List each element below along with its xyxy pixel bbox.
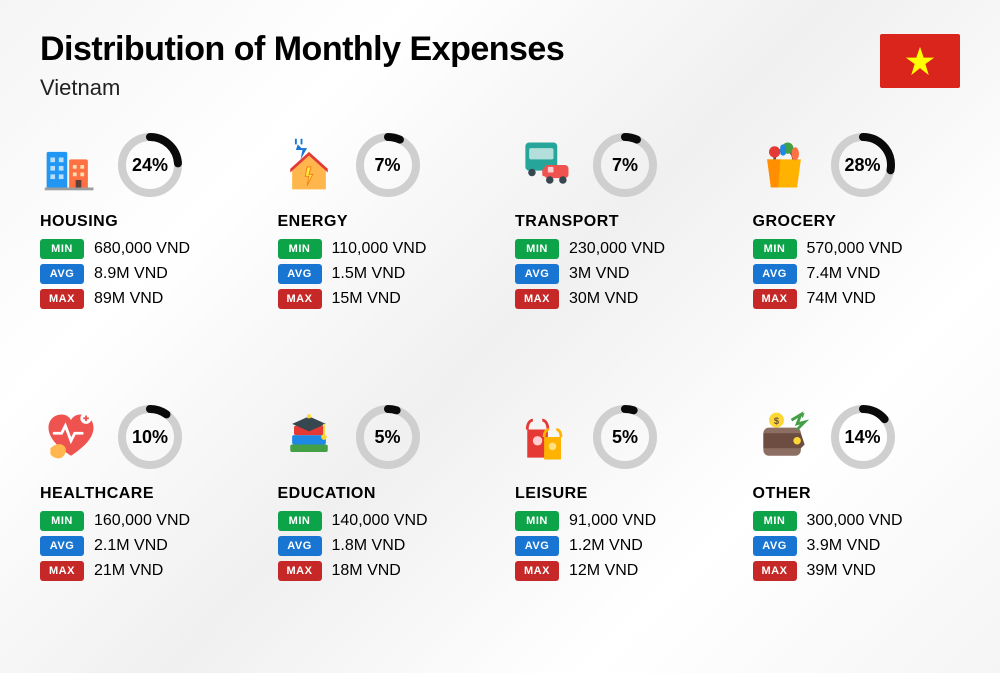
max-badge: MAX	[515, 561, 559, 581]
avg-value: 3M VND	[569, 265, 629, 283]
min-badge: MIN	[753, 239, 797, 259]
card-housing: 24% HOUSING MIN 680,000 VND AVG 8.9M VND M…	[40, 131, 248, 369]
expense-grid: 24% HOUSING MIN 680,000 VND AVG 8.9M VND M…	[40, 131, 960, 641]
avg-badge: AVG	[515, 536, 559, 556]
category-name: HOUSING	[40, 213, 248, 231]
max-value: 89M VND	[94, 290, 163, 308]
flag-vietnam	[880, 34, 960, 88]
max-badge: MAX	[753, 561, 797, 581]
pct-label: 7%	[374, 155, 400, 176]
min-value: 160,000 VND	[94, 512, 190, 530]
card-grocery: 28% GROCERY MIN 570,000 VND AVG 7.4M VND M…	[753, 131, 961, 369]
pct-label: 10%	[132, 427, 168, 448]
pct-ring-education: 5%	[354, 403, 422, 471]
avg-badge: AVG	[515, 264, 559, 284]
avg-value: 2.1M VND	[94, 537, 168, 555]
avg-value: 1.2M VND	[569, 537, 643, 555]
max-badge: MAX	[753, 289, 797, 309]
education-icon	[278, 406, 340, 468]
header: Distribution of Monthly Expenses Vietnam	[40, 30, 960, 101]
max-value: 39M VND	[807, 562, 876, 580]
grocery-icon	[753, 134, 815, 196]
avg-badge: AVG	[753, 264, 797, 284]
category-name: LEISURE	[515, 485, 723, 503]
avg-badge: AVG	[40, 264, 84, 284]
pct-label: 7%	[612, 155, 638, 176]
card-transport: 7% TRANSPORT MIN 230,000 VND AVG 3M VND MA…	[515, 131, 723, 369]
category-name: GROCERY	[753, 213, 961, 231]
max-badge: MAX	[40, 289, 84, 309]
max-value: 30M VND	[569, 290, 638, 308]
min-badge: MIN	[515, 239, 559, 259]
card-other: $ 14% OTHER MIN 300,000 VND AVG 3.9M VND M…	[753, 403, 961, 641]
max-value: 74M VND	[807, 290, 876, 308]
other-icon: $	[753, 406, 815, 468]
avg-badge: AVG	[278, 264, 322, 284]
avg-value: 1.5M VND	[332, 265, 406, 283]
pct-label: 24%	[132, 155, 168, 176]
pct-label: 28%	[844, 155, 880, 176]
pct-label: 5%	[374, 427, 400, 448]
category-name: TRANSPORT	[515, 213, 723, 231]
min-badge: MIN	[515, 511, 559, 531]
min-badge: MIN	[40, 511, 84, 531]
avg-badge: AVG	[753, 536, 797, 556]
housing-icon	[40, 134, 102, 196]
min-value: 140,000 VND	[332, 512, 428, 530]
min-value: 570,000 VND	[807, 240, 903, 258]
energy-icon	[278, 134, 340, 196]
max-value: 15M VND	[332, 290, 401, 308]
avg-value: 3.9M VND	[807, 537, 881, 555]
page-title: Distribution of Monthly Expenses	[40, 30, 960, 69]
card-energy: 7% ENERGY MIN 110,000 VND AVG 1.5M VND MAX…	[278, 131, 486, 369]
avg-value: 7.4M VND	[807, 265, 881, 283]
min-value: 300,000 VND	[807, 512, 903, 530]
min-value: 680,000 VND	[94, 240, 190, 258]
min-badge: MIN	[753, 511, 797, 531]
pct-ring-energy: 7%	[354, 131, 422, 199]
svg-text:$: $	[773, 416, 779, 426]
avg-value: 1.8M VND	[332, 537, 406, 555]
card-leisure: 5% LEISURE MIN 91,000 VND AVG 1.2M VND MAX…	[515, 403, 723, 641]
min-badge: MIN	[40, 239, 84, 259]
pct-ring-transport: 7%	[591, 131, 659, 199]
category-name: EDUCATION	[278, 485, 486, 503]
min-value: 110,000 VND	[332, 240, 427, 258]
pct-label: 14%	[844, 427, 880, 448]
pct-ring-grocery: 28%	[829, 131, 897, 199]
pct-ring-other: 14%	[829, 403, 897, 471]
category-name: ENERGY	[278, 213, 486, 231]
pct-ring-leisure: 5%	[591, 403, 659, 471]
max-badge: MAX	[515, 289, 559, 309]
avg-badge: AVG	[40, 536, 84, 556]
category-name: OTHER	[753, 485, 961, 503]
pct-label: 5%	[612, 427, 638, 448]
min-badge: MIN	[278, 239, 322, 259]
category-name: HEALTHCARE	[40, 485, 248, 503]
page-subtitle: Vietnam	[40, 75, 960, 101]
card-healthcare: 10% HEALTHCARE MIN 160,000 VND AVG 2.1M VN…	[40, 403, 248, 641]
max-value: 21M VND	[94, 562, 163, 580]
avg-value: 8.9M VND	[94, 265, 168, 283]
pct-ring-housing: 24%	[116, 131, 184, 199]
pct-ring-healthcare: 10%	[116, 403, 184, 471]
max-value: 12M VND	[569, 562, 638, 580]
avg-badge: AVG	[278, 536, 322, 556]
leisure-icon	[515, 406, 577, 468]
healthcare-icon	[40, 406, 102, 468]
max-badge: MAX	[40, 561, 84, 581]
transport-icon	[515, 134, 577, 196]
max-badge: MAX	[278, 561, 322, 581]
min-value: 230,000 VND	[569, 240, 665, 258]
max-value: 18M VND	[332, 562, 401, 580]
min-value: 91,000 VND	[569, 512, 656, 530]
max-badge: MAX	[278, 289, 322, 309]
star-icon	[903, 44, 937, 78]
min-badge: MIN	[278, 511, 322, 531]
card-education: 5% EDUCATION MIN140,000 VND AVG1.8M VND …	[278, 403, 486, 641]
